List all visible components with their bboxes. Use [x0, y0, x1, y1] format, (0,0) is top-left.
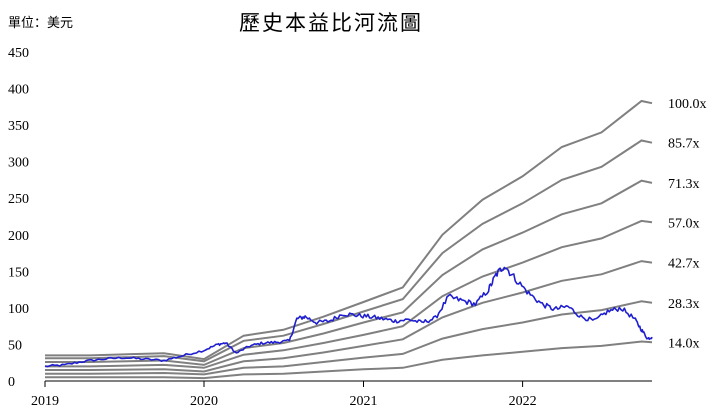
- y-tick-8: 400: [8, 83, 29, 98]
- band-lines: [45, 99, 653, 380]
- band-label-6: 14.0x: [668, 336, 700, 351]
- band-line-5: [45, 300, 653, 376]
- x-tick-1: 2020: [190, 394, 218, 409]
- unit-label: 單位：美元: [8, 15, 73, 30]
- band-line-4: [45, 260, 653, 373]
- y-tick-5: 250: [8, 192, 29, 207]
- price-line: [44, 266, 653, 368]
- band-label-1: 85.7x: [668, 137, 700, 152]
- y-tick-7: 350: [8, 119, 29, 134]
- band-label-5: 28.3x: [668, 297, 700, 312]
- axes: [44, 380, 652, 387]
- band-label-4: 42.7x: [668, 257, 700, 272]
- band-label-3: 57.0x: [668, 216, 700, 231]
- y-tick-1: 50: [8, 338, 22, 353]
- price-series: [44, 266, 653, 368]
- x-tick-3: 2022: [509, 394, 537, 409]
- band-line-6: [45, 340, 653, 380]
- x-tick-labels: 2019 2020 2021 2022: [31, 394, 537, 409]
- band-labels: 100.0x 85.7x 71.3x 57.0x 42.7x 28.3x 14.0x: [668, 97, 707, 351]
- x-tick-0: 2019: [31, 394, 59, 409]
- y-tick-6: 300: [8, 156, 29, 171]
- y-tick-9: 450: [8, 46, 29, 61]
- band-label-2: 71.3x: [668, 177, 700, 192]
- y-tick-2: 100: [8, 302, 29, 317]
- y-tick-0: 0: [8, 375, 15, 390]
- y-tick-4: 200: [8, 229, 29, 244]
- band-line-0: [45, 99, 653, 361]
- band-line-2: [45, 179, 653, 366]
- chart-title: 歷史本益比河流圖: [239, 11, 423, 35]
- y-tick-labels: 0 50 100 150 200 250 300 350 400 450: [8, 46, 29, 390]
- y-tick-3: 150: [8, 265, 29, 280]
- x-tick-2: 2021: [350, 394, 378, 409]
- band-label-0: 100.0x: [668, 97, 707, 112]
- band-line-1: [45, 139, 653, 363]
- band-line-3: [45, 219, 653, 369]
